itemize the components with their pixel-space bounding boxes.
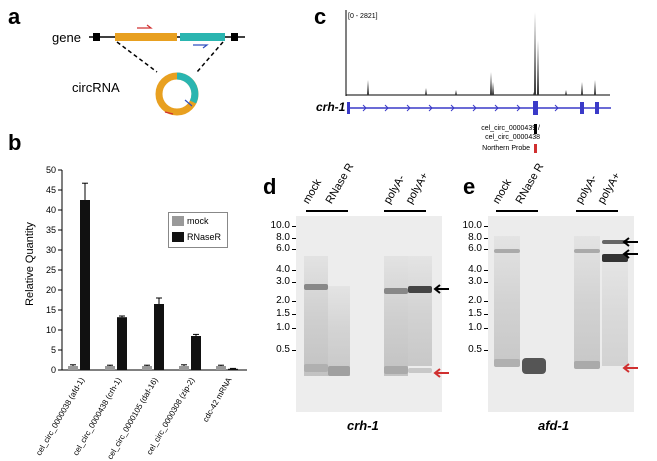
arrow-e-red (622, 363, 638, 373)
bar-RNaseR-1 (117, 317, 127, 370)
lane-e-polyaplus: polyA+ (595, 170, 623, 206)
lane-bar-e-2 (576, 210, 618, 212)
y-tick-label: 0 (51, 365, 56, 375)
probe-label: Northern Probe (482, 145, 530, 152)
bar-RNaseR-3 (191, 336, 201, 370)
circrna-label: circRNA (72, 80, 120, 95)
size-marker-label: 1.5 (468, 308, 482, 319)
bar-chart: 0 5 10 15 20 25 30 35 40 45 50 (46, 165, 247, 375)
lane-e-rnaser: RNase R (513, 161, 547, 206)
bar-mock-3 (179, 366, 189, 370)
lane-d-mock: mock (300, 177, 325, 206)
x-label: cdc-42 mRNA (201, 376, 234, 424)
size-marker-label: 2.0 (276, 295, 290, 306)
size-marker-label: 10.0 (462, 220, 482, 231)
circ-ids: cel_circ_0000439 / cel_circ_0000438 (481, 125, 540, 142)
gene-label: gene (52, 30, 81, 45)
size-marker-label: 8.0 (468, 232, 482, 243)
gene-track (347, 101, 611, 115)
lane-e-mock: mock (490, 177, 515, 206)
panel-c-letter: c (314, 4, 327, 29)
size-marker-label: 0.5 (468, 344, 482, 355)
blot-e (488, 216, 634, 412)
legend-rnaser (172, 232, 184, 242)
coverage-track (345, 10, 610, 96)
size-marker-label: 6.0 (468, 243, 482, 254)
bar-RNaseR-0 (80, 200, 90, 370)
size-marker-label: 8.0 (276, 232, 290, 243)
coverage-box (345, 10, 610, 96)
panel-a-letter: a (8, 4, 21, 29)
size-marker-label: 2.0 (468, 295, 482, 306)
panel-b-letter: b (8, 130, 22, 155)
size-marker-label: 3.0 (468, 276, 482, 287)
size-marker-label: 1.0 (468, 322, 482, 333)
bar-mock-1 (105, 366, 115, 370)
lane-bar-d-2 (384, 210, 426, 212)
y-tick-label: 10 (46, 325, 56, 335)
lane-d-polyaminus: polyA- (381, 172, 408, 206)
circ-marker (534, 124, 537, 134)
y-tick-label: 35 (46, 225, 56, 235)
y-tick-label: 5 (51, 345, 56, 355)
ylabel: Relative Quantity (23, 222, 36, 306)
lane-d-rnaser: RNase R (323, 161, 357, 206)
y-tick-label: 45 (46, 185, 56, 195)
legend: mock RNaseR (168, 212, 228, 248)
arrow-e-black-1 (622, 237, 638, 247)
gene-d-label: crh-1 (347, 418, 379, 433)
size-marker-label: 3.0 (276, 276, 290, 287)
bar-RNaseR-2 (154, 304, 164, 370)
size-marker-label: 1.5 (276, 308, 290, 319)
range-label: [0 - 2821] (348, 13, 378, 20)
bar-mock-0 (68, 366, 78, 370)
y-tick-label: 50 (46, 165, 56, 175)
size-marker-label: 4.0 (468, 264, 482, 275)
bar-mock-4 (216, 366, 226, 370)
gene-diagram (89, 24, 245, 116)
size-marker-label: 6.0 (276, 243, 290, 254)
bar-mock-2 (142, 366, 152, 370)
lane-d-polyaplus: polyA+ (403, 170, 431, 206)
probe-marker (534, 144, 537, 153)
arrow-e-black-2 (622, 249, 638, 259)
size-marker-label: 4.0 (276, 264, 290, 275)
lane-e-polyaminus: polyA- (573, 172, 600, 206)
size-marker-label: 1.0 (276, 322, 290, 333)
y-tick-label: 25 (46, 265, 56, 275)
arrow-d-black (433, 284, 449, 294)
y-tick-label: 40 (46, 205, 56, 215)
lane-bar-e-1 (496, 210, 538, 212)
panel-d-letter: d (263, 174, 277, 199)
size-marker-label: 0.5 (276, 344, 290, 355)
lane-bar-d-1 (306, 210, 348, 212)
arrow-d-red (433, 368, 449, 378)
y-tick-label: 15 (46, 305, 56, 315)
bar-RNaseR-4 (228, 368, 238, 370)
y-tick-label: 20 (46, 285, 56, 295)
y-tick-label: 30 (46, 245, 56, 255)
panel-e-letter: e (463, 174, 476, 199)
blot-d (296, 216, 442, 412)
crh-gene-label: crh-1 (316, 100, 346, 114)
legend-rnaser-label: RNaseR (187, 232, 222, 242)
legend-mock (172, 216, 184, 226)
legend-mock-label: mock (187, 216, 209, 226)
size-marker-label: 10.0 (270, 220, 290, 231)
gene-e-label: afd-1 (538, 418, 570, 433)
